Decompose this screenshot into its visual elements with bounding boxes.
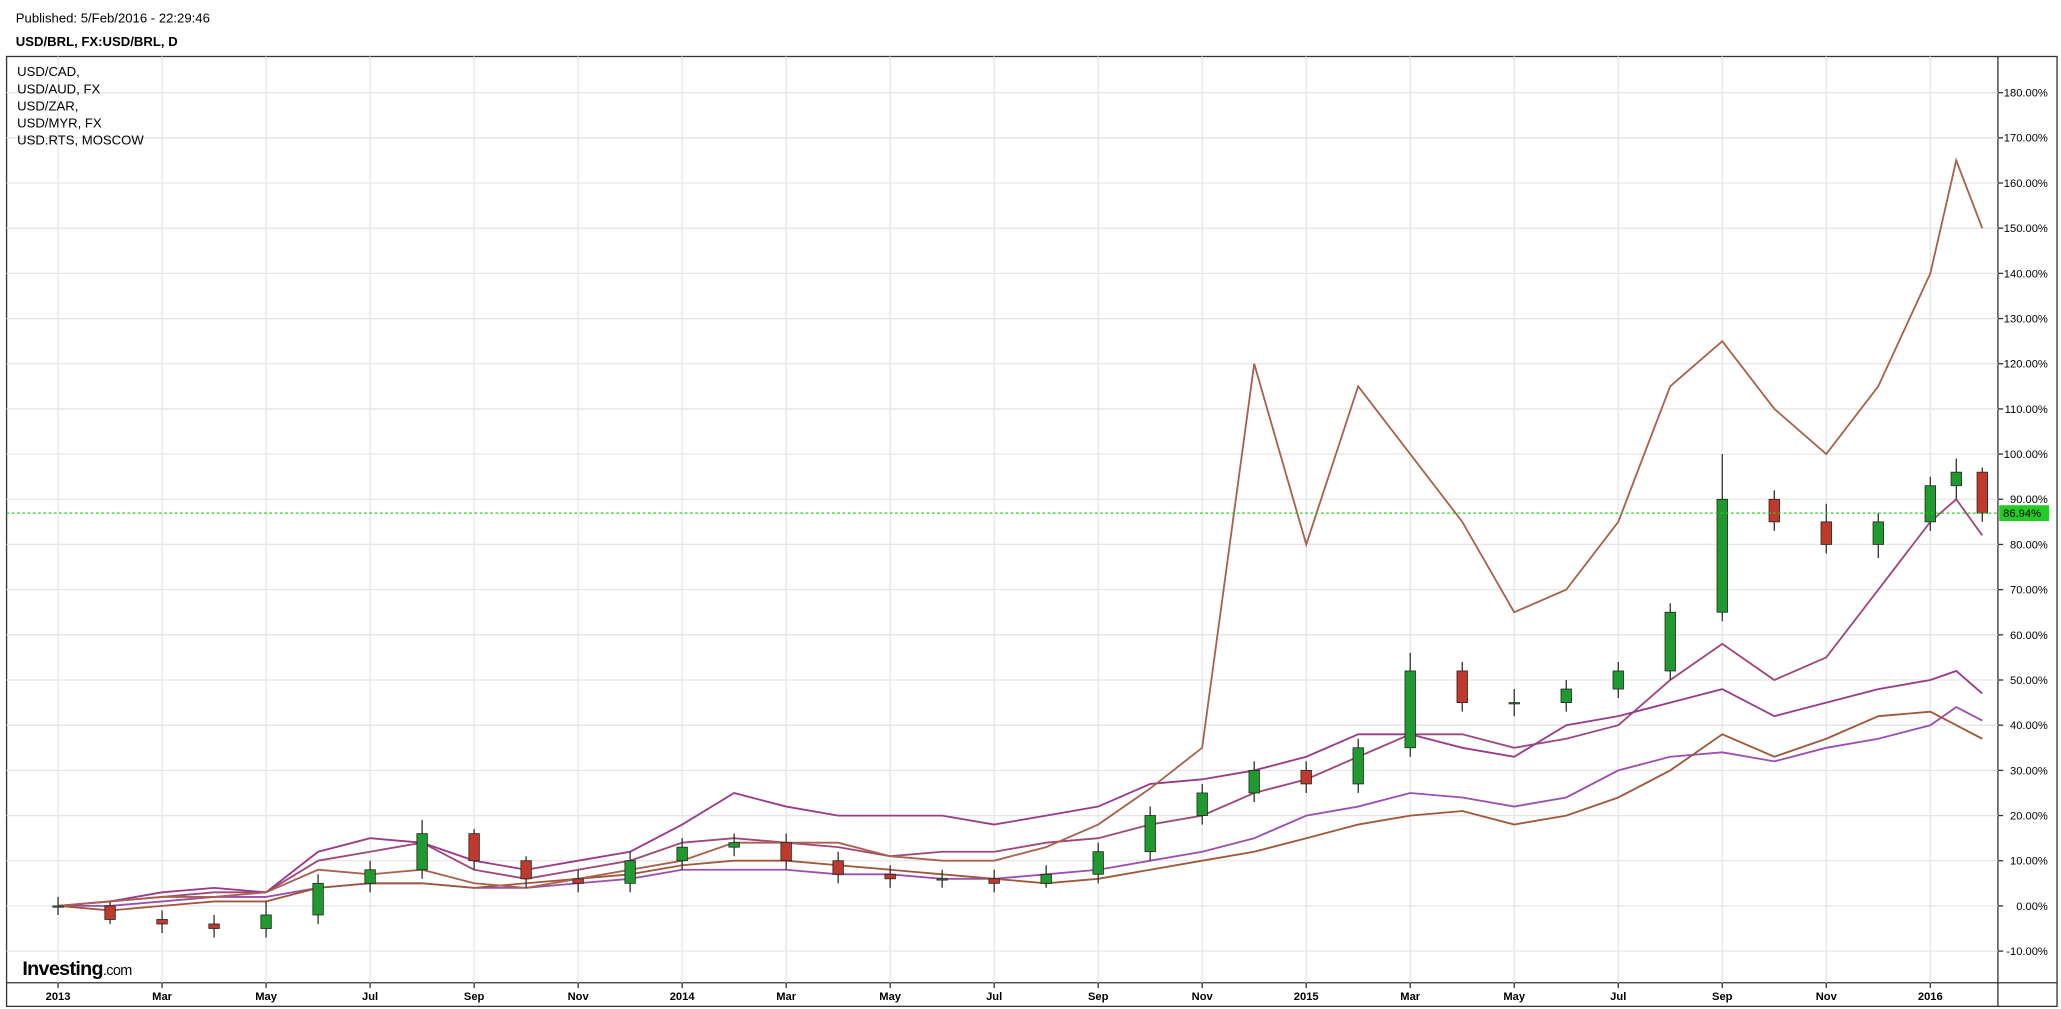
x-tick-label: Mar (776, 991, 797, 1003)
x-tick-label: Sep (464, 991, 485, 1003)
candle-body (1872, 521, 1884, 545)
x-tick-label: 2015 (1294, 991, 1319, 1003)
candle-body (780, 842, 792, 862)
y-tick-label: 70.00% (2010, 585, 2048, 597)
x-tick-label: May (879, 991, 902, 1003)
y-tick-label: 140.00% (2004, 268, 2048, 280)
x-tick-label: Jul (362, 991, 378, 1003)
candle-body (1404, 670, 1416, 749)
candle-body (1352, 747, 1364, 785)
legend-entry: USD/ZAR, (17, 98, 78, 113)
frame (5, 55, 2058, 1008)
published: Published: 5/Feb/2016 - 22:29:46 (16, 10, 210, 25)
series-line (58, 497, 1984, 907)
y-tick-label: 10.00% (2010, 856, 2048, 868)
y-tick-label: 180.00% (2004, 88, 2048, 100)
candle-body (1612, 670, 1624, 690)
x-tick-label: 2016 (1918, 991, 1943, 1003)
legend-entry: USD.RTS, MOSCOW (17, 133, 144, 148)
candle-body (832, 860, 844, 875)
candle-body (936, 878, 948, 881)
legend-entry: USD/CAD, (17, 64, 80, 79)
y-tick-label: 0.00% (2016, 901, 2048, 913)
last-value-label: 86.94% (2003, 508, 2041, 520)
candle-body (988, 878, 1000, 884)
y-tick-label: 30.00% (2010, 765, 2048, 777)
x-tick-label: Jul (986, 991, 1002, 1003)
candle-body (728, 842, 740, 848)
y-tick-label: 130.00% (2004, 313, 2048, 325)
legend-entry: USD/MYR, FX (17, 115, 102, 130)
candle-body (520, 860, 532, 880)
candle-body (364, 869, 376, 884)
y-tick-label: 120.00% (2004, 359, 2048, 371)
y-tick-label: 50.00% (2010, 675, 2048, 687)
series-line (58, 669, 1983, 907)
candle-body (572, 878, 584, 884)
candle-body (1300, 769, 1312, 785)
candle-body (1716, 498, 1728, 613)
last-value-box (1999, 505, 2050, 521)
x-tick-label: Sep (1712, 991, 1733, 1003)
candle-body (104, 905, 116, 920)
x-tick-label: Sep (1088, 991, 1109, 1003)
candle-body (884, 873, 896, 880)
candle-body (1976, 471, 1988, 514)
logo: Investing.com (22, 958, 132, 980)
x-tick-label: Mar (152, 991, 173, 1003)
x-tick-label: Jul (1610, 991, 1626, 1003)
candle-body (1768, 498, 1780, 523)
candle-body (52, 905, 64, 908)
candle-body (312, 882, 324, 916)
y-tick-label: 160.00% (2004, 178, 2048, 190)
logo-name: Investing (22, 958, 103, 980)
y-tick-label: 100.00% (2004, 449, 2048, 461)
x-tick-label: May (1503, 991, 1526, 1003)
candle-body (1456, 670, 1468, 703)
candle-body (1092, 851, 1104, 875)
y-tick-label: 40.00% (2010, 720, 2048, 732)
y-tick-label: 150.00% (2004, 223, 2048, 235)
candle-body (260, 914, 272, 929)
candle-body (416, 833, 428, 871)
candle-body (624, 860, 636, 884)
chart-title: USD/BRL, FX:USD/BRL, D (16, 34, 178, 49)
candle-body (468, 833, 480, 862)
x-tick-label: Nov (1816, 991, 1838, 1003)
candle-body (1924, 485, 1936, 523)
candle-body (1950, 471, 1962, 487)
y-tick-label: 110.00% (2005, 404, 2048, 416)
candle-body (1248, 769, 1260, 794)
candle-body (1664, 611, 1676, 672)
candle-body (1820, 521, 1832, 545)
y-tick-label: 20.00% (2010, 810, 2048, 822)
candle-body (1560, 688, 1572, 703)
x-tick-label: Nov (1192, 991, 1214, 1003)
y-tick-label: 170.00% (2004, 133, 2048, 145)
candle-body (1196, 792, 1208, 816)
x-tick-label: Nov (568, 991, 590, 1003)
series-line (58, 157, 1984, 907)
logo-suffix: .com (103, 963, 132, 979)
x-tick-label: 2013 (46, 991, 71, 1003)
y-tick-label: -10.00% (2006, 946, 2048, 958)
series-line (58, 706, 1983, 907)
y-tick-label: 80.00% (2010, 539, 2048, 551)
candle-body (156, 919, 168, 925)
y-tick-label: 90.00% (2010, 494, 2048, 506)
candle-body (208, 923, 220, 929)
candle-body (1508, 702, 1520, 705)
x-tick-label: 2014 (670, 991, 696, 1003)
legend-entry: USD/AUD, FX (17, 81, 100, 96)
x-tick-label: May (255, 991, 278, 1003)
candle-body (676, 846, 688, 862)
candle-body (1144, 815, 1156, 853)
candle-body (1040, 873, 1052, 884)
y-tick-label: 60.00% (2010, 630, 2048, 642)
x-tick-label: Mar (1400, 991, 1421, 1003)
series-line (58, 710, 1983, 912)
